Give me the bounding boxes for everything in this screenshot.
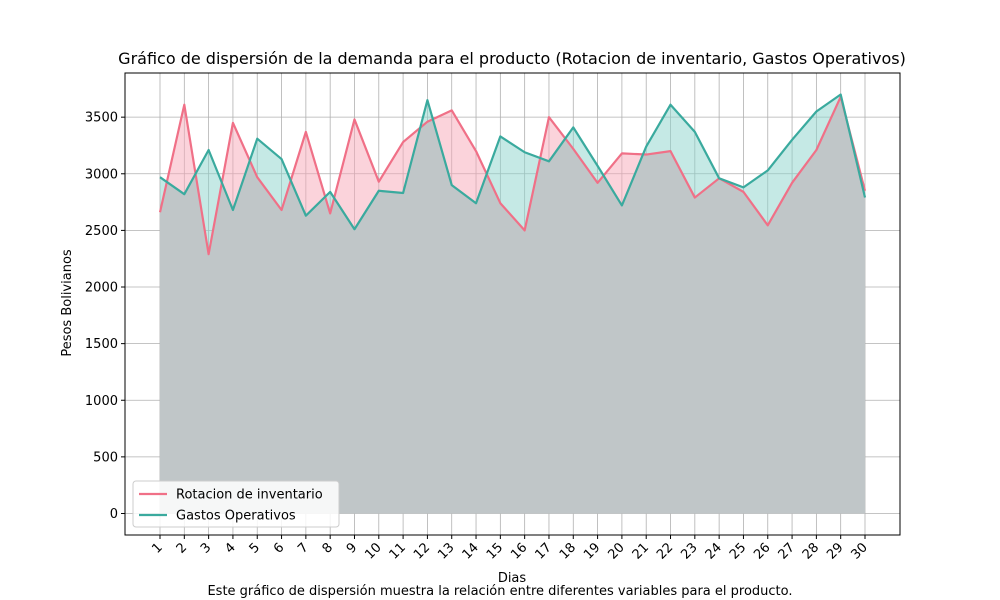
y-axis-label: Pesos Bolivianos bbox=[60, 249, 75, 357]
x-tick-label: 6 bbox=[271, 540, 287, 556]
x-tick-label: 4 bbox=[222, 540, 238, 556]
x-tick-label: 19 bbox=[581, 540, 603, 562]
x-tick-label: 21 bbox=[630, 540, 652, 562]
y-tick-label: 3500 bbox=[85, 111, 118, 126]
area-fills bbox=[160, 94, 865, 514]
x-tick-label: 26 bbox=[751, 540, 773, 562]
x-tick-label: 13 bbox=[435, 540, 457, 562]
x-tick-label: 20 bbox=[605, 540, 627, 562]
x-tick-label: 2 bbox=[174, 540, 190, 556]
y-tick-label: 2000 bbox=[85, 281, 118, 296]
y-tick-label: 0 bbox=[110, 507, 118, 522]
line-series-1 bbox=[158, 95, 867, 256]
x-tick-label: 12 bbox=[411, 540, 433, 562]
series-lines bbox=[158, 93, 867, 256]
line-series-2 bbox=[159, 93, 867, 231]
y-tick-label: 2500 bbox=[85, 224, 118, 239]
plot-frame bbox=[124, 72, 901, 536]
x-tick-label: 10 bbox=[362, 540, 384, 562]
y-tick-label: 3000 bbox=[85, 167, 118, 182]
x-tick-label: 29 bbox=[824, 540, 846, 562]
legend-box bbox=[132, 480, 340, 528]
chart-caption: Este gráfico de dispersión muestra la re… bbox=[207, 584, 793, 599]
x-tick-label: 9 bbox=[344, 540, 360, 556]
x-tick-label: 8 bbox=[320, 540, 336, 556]
x-tick-label: 1 bbox=[149, 540, 165, 556]
x-tick-label: 16 bbox=[508, 540, 530, 562]
x-tick-label: 23 bbox=[678, 540, 700, 562]
legend-label: Rotacion de inventario bbox=[176, 488, 323, 503]
x-tick-label: 28 bbox=[800, 540, 822, 562]
y-tick-label: 1500 bbox=[85, 337, 118, 352]
x-tick-label: 25 bbox=[727, 540, 749, 562]
x-tick-label: 7 bbox=[295, 540, 311, 556]
x-tick-label: 22 bbox=[654, 540, 676, 562]
x-tick-label: 18 bbox=[557, 540, 579, 562]
axes bbox=[124, 72, 901, 536]
y-tick-label: 1000 bbox=[85, 394, 118, 409]
y-tick-label: 500 bbox=[93, 450, 118, 465]
x-tick-label: 27 bbox=[776, 540, 798, 562]
x-tick-label: 11 bbox=[387, 540, 409, 562]
legend: Rotacion de inventario Gastos Operativos bbox=[132, 480, 340, 528]
x-axis-label: Dias bbox=[498, 571, 527, 586]
chart-title: Gráfico de dispersión de la demanda para… bbox=[118, 49, 906, 68]
x-tick-label: 15 bbox=[484, 540, 506, 562]
x-tick-label: 5 bbox=[247, 540, 263, 556]
legend-label: Gastos Operativos bbox=[176, 509, 296, 524]
x-tick-label: 3 bbox=[198, 540, 214, 556]
x-tick-label: 24 bbox=[703, 540, 725, 562]
x-tick-label: 14 bbox=[460, 540, 482, 562]
area-fill-overlap bbox=[160, 96, 865, 514]
x-tick-label: 17 bbox=[532, 540, 554, 562]
x-tick-label: 30 bbox=[849, 540, 871, 562]
